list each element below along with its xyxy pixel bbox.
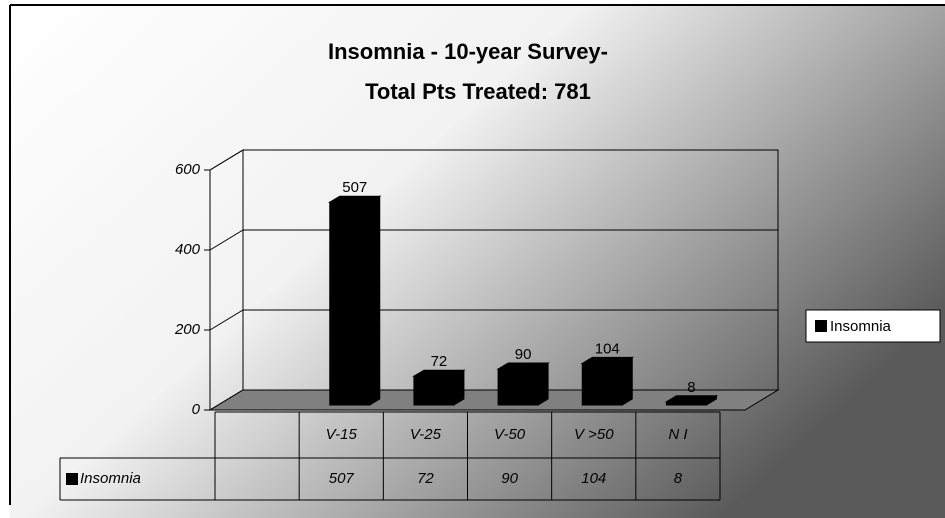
- grid-line: [209, 149, 778, 171]
- table-value: 507: [329, 470, 355, 487]
- legend-swatch: [815, 320, 827, 332]
- legend-box: [805, 309, 941, 343]
- bar: [664, 394, 719, 406]
- bar-front: [329, 201, 371, 406]
- bar-side: [621, 356, 633, 406]
- bar-top: [664, 395, 719, 403]
- legend-swatch: [66, 473, 78, 485]
- bar-front: [413, 375, 455, 406]
- table-row-label: Insomnia: [80, 470, 141, 487]
- data-label: 8: [687, 379, 695, 396]
- data-label: 507: [342, 179, 367, 196]
- bar: [496, 362, 550, 406]
- x-tick-label: V >50: [574, 426, 614, 443]
- data-label: 72: [431, 353, 448, 370]
- table-value: 90: [501, 470, 518, 487]
- y-tick-label: 400: [175, 241, 201, 258]
- x-tick-label: N I: [668, 426, 687, 443]
- table-value: 104: [581, 470, 606, 487]
- table-value: 72: [417, 470, 434, 487]
- y-tick-label: 200: [174, 321, 201, 338]
- bar: [327, 195, 382, 406]
- grid-line: [209, 229, 778, 251]
- data-label: 90: [515, 346, 532, 363]
- bar-top: [327, 195, 382, 203]
- bar-top: [412, 369, 466, 377]
- x-tick-label: V-15: [326, 426, 358, 443]
- bar-side: [369, 195, 381, 406]
- bar-top: [496, 362, 550, 370]
- bar: [580, 356, 635, 406]
- data-label: 104: [595, 340, 620, 357]
- y-tick-label: 0: [192, 401, 201, 418]
- chart-background: [10, 5, 945, 518]
- grid-line: [209, 309, 778, 331]
- x-tick-label: V-25: [410, 426, 442, 443]
- bar-top: [580, 356, 635, 364]
- bar-front: [497, 368, 539, 406]
- x-tick-label: V-50: [494, 426, 526, 443]
- bar-front: [581, 362, 623, 406]
- table-value: 8: [674, 470, 683, 487]
- bar: [412, 369, 466, 406]
- chart-title: Insomnia - 10-year Survey-: [328, 39, 608, 64]
- chart-subtitle: Total Pts Treated: 781: [365, 79, 591, 104]
- y-tick-label: 600: [175, 161, 201, 178]
- legend-label: Insomnia: [830, 318, 892, 335]
- bar-side: [537, 362, 549, 406]
